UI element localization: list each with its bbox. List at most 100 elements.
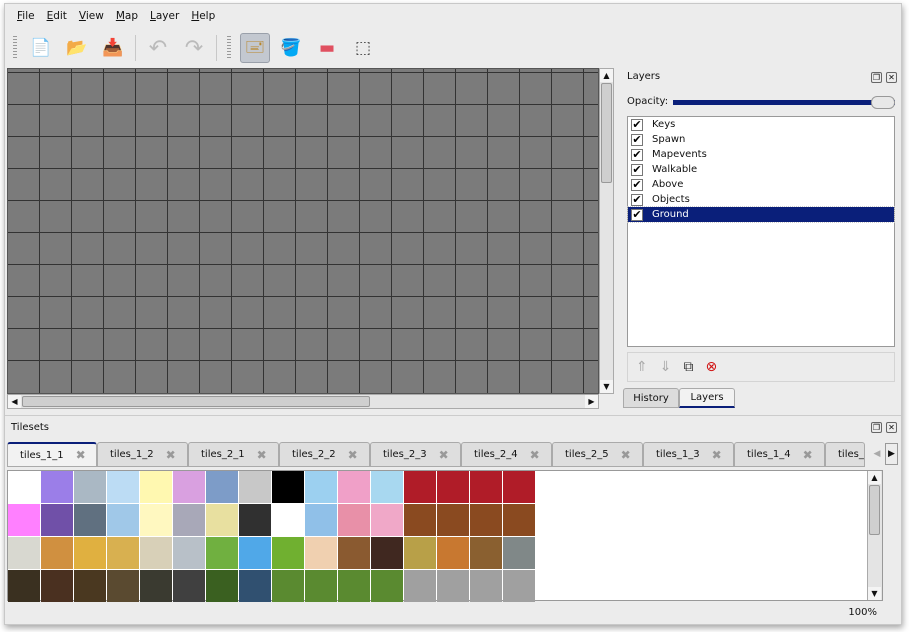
tileset-tab[interactable]: tiles_2_3 ✖ — [370, 442, 461, 467]
rectangle-select-button[interactable]: ⬚ — [348, 33, 378, 63]
visibility-checkbox[interactable]: ✔ — [631, 192, 643, 206]
tile[interactable] — [173, 537, 205, 569]
tile[interactable] — [41, 570, 73, 602]
menu-edit[interactable]: Edit — [46, 10, 67, 22]
redo-button[interactable]: ↷ — [179, 33, 209, 63]
raise-layer-icon[interactable]: ⇑ — [636, 359, 648, 375]
layer-row[interactable]: ✔ Objects — [628, 192, 894, 207]
toolbar-grip[interactable] — [13, 36, 17, 60]
tile[interactable] — [239, 537, 271, 569]
tile[interactable] — [107, 471, 139, 503]
menu-layer[interactable]: Layer — [150, 10, 180, 22]
tile[interactable] — [305, 471, 337, 503]
tile[interactable] — [503, 570, 535, 602]
layer-row[interactable]: ✔ Spawn — [628, 132, 894, 147]
tile[interactable] — [305, 570, 337, 602]
visibility-checkbox[interactable]: ✔ — [631, 162, 643, 176]
tile[interactable] — [140, 471, 172, 503]
close-tab-icon[interactable]: ✖ — [620, 447, 631, 462]
visibility-checkbox[interactable]: ✔ — [631, 177, 643, 191]
tile[interactable] — [437, 471, 469, 503]
layer-row[interactable]: ✔ Walkable — [628, 162, 894, 177]
new-map-button[interactable]: 📄 — [26, 33, 56, 63]
tile[interactable] — [74, 570, 106, 602]
tile[interactable] — [173, 504, 205, 536]
close-tab-icon[interactable]: ✖ — [256, 447, 267, 462]
tile[interactable] — [272, 570, 304, 602]
menu-file[interactable]: File — [17, 10, 35, 22]
tab-history[interactable]: History — [623, 388, 679, 408]
stamp-brush-button[interactable]: 🖃 — [240, 33, 270, 63]
visibility-checkbox[interactable]: ✔ — [631, 147, 643, 161]
tileset-view[interactable]: ▲ ▼ — [7, 470, 883, 602]
tile[interactable] — [338, 504, 370, 536]
tileset-tab[interactable]: tiles_1_3 ✖ — [643, 442, 734, 467]
layer-row[interactable]: ✔ Ground — [627, 206, 895, 223]
map-vertical-scrollbar[interactable]: ▲ ▼ — [599, 68, 614, 394]
tile[interactable] — [371, 504, 403, 536]
tile[interactable] — [503, 471, 535, 503]
scroll-down-arrow[interactable]: ▼ — [868, 587, 881, 600]
tile[interactable] — [338, 537, 370, 569]
tile[interactable] — [272, 537, 304, 569]
tile[interactable] — [140, 570, 172, 602]
tile[interactable] — [404, 570, 436, 602]
menu-help[interactable]: Help — [191, 10, 216, 22]
close-tab-icon[interactable]: ✖ — [438, 447, 449, 462]
tile[interactable] — [41, 471, 73, 503]
visibility-checkbox[interactable]: ✔ — [631, 132, 643, 146]
tab-scroll-right[interactable]: ▶ — [885, 443, 898, 465]
tileset-tab[interactable]: tiles_1_1 ✖ — [7, 442, 97, 467]
opacity-slider[interactable] — [673, 96, 895, 109]
tileset-tab[interactable]: tiles_2_2 ✖ — [279, 442, 370, 467]
tile[interactable] — [8, 504, 40, 536]
visibility-checkbox[interactable]: ✔ — [631, 207, 643, 221]
tile[interactable] — [107, 570, 139, 602]
tile[interactable] — [206, 570, 238, 602]
float-panel-icon[interactable]: ❐ — [871, 72, 882, 83]
close-tab-icon[interactable]: ✖ — [529, 447, 540, 462]
scroll-right-arrow[interactable]: ▶ — [585, 395, 598, 408]
tile[interactable] — [206, 537, 238, 569]
tile[interactable] — [371, 570, 403, 602]
close-tab-icon[interactable]: ✖ — [165, 447, 176, 462]
tile[interactable] — [239, 570, 271, 602]
map-canvas[interactable] — [7, 68, 599, 394]
lower-layer-icon[interactable]: ⇓ — [659, 359, 672, 375]
delete-layer-icon[interactable]: ⊗ — [705, 359, 718, 375]
tile[interactable] — [239, 471, 271, 503]
tile[interactable] — [206, 504, 238, 536]
eraser-button[interactable]: ▬ — [312, 33, 342, 63]
scroll-down-arrow[interactable]: ▼ — [600, 380, 613, 393]
tile[interactable] — [437, 537, 469, 569]
tile[interactable] — [404, 504, 436, 536]
menu-map[interactable]: Map — [115, 10, 139, 22]
tile[interactable] — [470, 537, 502, 569]
tile[interactable] — [107, 537, 139, 569]
tile[interactable] — [470, 471, 502, 503]
toolbar-grip[interactable] — [227, 36, 231, 60]
tile[interactable] — [74, 471, 106, 503]
tile[interactable] — [107, 504, 139, 536]
duplicate-layer-icon[interactable]: ⧉ — [683, 359, 694, 375]
tile[interactable] — [41, 504, 73, 536]
tile[interactable] — [8, 471, 40, 503]
tile[interactable] — [404, 471, 436, 503]
tile[interactable] — [503, 504, 535, 536]
tile[interactable] — [338, 471, 370, 503]
close-tab-icon[interactable]: ✖ — [711, 447, 722, 462]
tab-scroll-left[interactable]: ◀ — [873, 449, 881, 459]
tileset-scrollbar[interactable]: ▲ ▼ — [867, 471, 882, 600]
tile[interactable] — [305, 537, 337, 569]
close-panel-icon[interactable]: ✕ — [886, 72, 897, 83]
tile[interactable] — [404, 537, 436, 569]
visibility-checkbox[interactable]: ✔ — [631, 117, 643, 131]
tileset-tab[interactable]: tiles_2_1 ✖ — [188, 442, 279, 467]
layer-row[interactable]: ✔ Mapevents — [628, 147, 894, 162]
tileset-tab[interactable]: tiles_2_4 ✖ — [461, 442, 552, 467]
close-panel-icon[interactable]: ✕ — [886, 422, 897, 433]
menu-view[interactable]: View — [78, 10, 104, 22]
tile[interactable] — [8, 537, 40, 569]
undo-button[interactable]: ↶ — [143, 33, 173, 63]
tile[interactable] — [8, 570, 40, 602]
